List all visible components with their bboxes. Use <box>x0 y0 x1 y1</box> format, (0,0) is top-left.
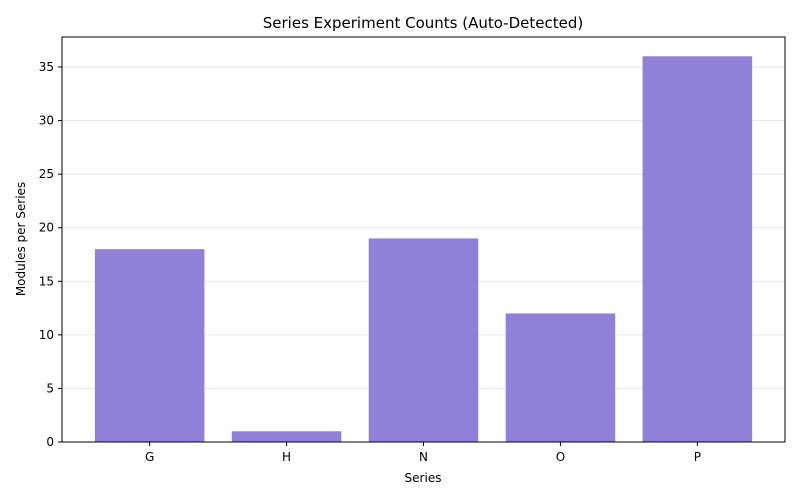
x-axis-label: Series <box>405 471 442 485</box>
x-tick-label: P <box>694 450 701 464</box>
bars <box>94 56 753 443</box>
y-tick-label: 10 <box>39 328 54 342</box>
x-tick-label: H <box>282 450 291 464</box>
y-tick-label: 15 <box>39 274 54 288</box>
y-tick-label: 35 <box>39 60 54 74</box>
y-tick-label: 30 <box>39 114 54 128</box>
bar-N <box>368 238 479 442</box>
bar-H <box>231 431 342 442</box>
bar-P <box>642 56 753 443</box>
y-tick-label: 5 <box>46 381 54 395</box>
y-tick-label: 20 <box>39 221 54 235</box>
y-tick-label: 0 <box>46 435 54 449</box>
y-axis-ticks: 0 5 10 15 20 25 30 35 <box>39 60 62 449</box>
y-axis-label: Modules per Series <box>14 182 28 296</box>
x-tick-label: O <box>556 450 565 464</box>
x-tick-label: N <box>419 450 428 464</box>
y-tick-label: 25 <box>39 167 54 181</box>
chart-title: Series Experiment Counts (Auto-Detected) <box>263 14 583 32</box>
bar-G <box>94 249 205 442</box>
x-tick-label: G <box>145 450 154 464</box>
bar-O <box>505 313 616 442</box>
